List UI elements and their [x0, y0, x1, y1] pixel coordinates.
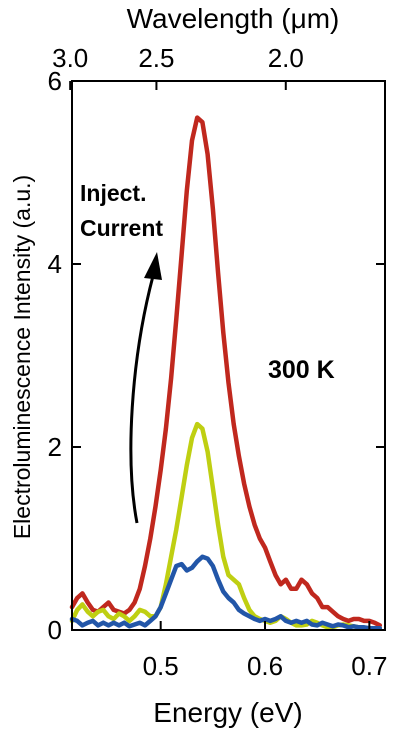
arrow-head-icon — [144, 252, 162, 280]
arrow-label-line2: Current — [80, 215, 163, 241]
top-tick-label: 3.0 — [52, 43, 88, 73]
ticks-layer: 0.5 0.6 0.7 0 2 4 63.0 2.5 2.0 — [48, 43, 388, 681]
top-tick-label: 2.5 — [138, 43, 174, 73]
y-tick-label: 0 — [48, 615, 62, 645]
x-tick-label: 0.7 — [351, 651, 387, 681]
x-tick-label: 0.6 — [247, 651, 283, 681]
arrow-label-line1: Inject. — [80, 180, 146, 206]
series-line-1 — [69, 421, 383, 631]
series-layer — [69, 115, 383, 631]
plot-frame — [71, 80, 386, 631]
top-axis-label: Wavelength (μm) — [127, 3, 340, 34]
temperature-annotation: 300 K — [268, 356, 335, 384]
series-line-2 — [69, 554, 383, 631]
y-tick-label: 6 — [48, 66, 62, 96]
y-axis-label: Electroluminescence Intensity (a.u.) — [9, 175, 35, 539]
x-tick-label: 0.5 — [143, 651, 179, 681]
y-tick-label: 2 — [48, 432, 62, 462]
y-tick-label: 4 — [48, 249, 62, 279]
series-line-0 — [69, 115, 383, 628]
injection-current-arrow — [129, 275, 155, 524]
top-tick-label: 2.0 — [268, 43, 304, 73]
x-axis-label: Energy (eV) — [153, 697, 302, 728]
